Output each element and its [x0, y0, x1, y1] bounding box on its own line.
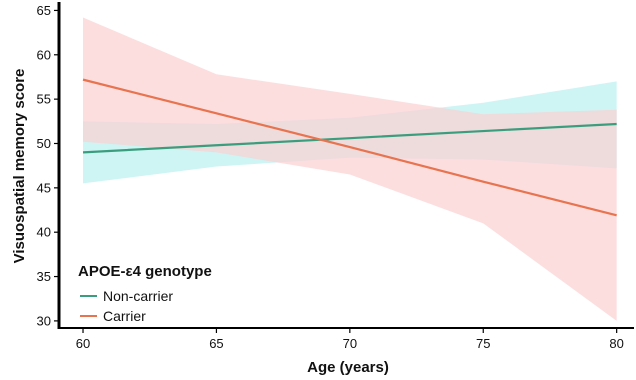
y-tick-label: 45: [37, 180, 51, 195]
y-tick-label: 35: [37, 269, 51, 284]
y-tick-label: 55: [37, 92, 51, 107]
x-axis-title: Age (years): [307, 359, 389, 376]
y-tick-label: 30: [37, 313, 51, 328]
legend-label-carrier: Carrier: [103, 308, 146, 324]
legend-label-non-carrier: Non-carrier: [103, 288, 173, 304]
y-axis-title: Visuospatial memory score: [11, 69, 28, 264]
axes: [57, 2, 634, 329]
x-axis-ticks: 60 65 70 75 80: [76, 328, 624, 351]
legend-title: APOE-ε4 genotype: [78, 263, 212, 280]
ci-band-carrier: [83, 17, 617, 321]
series-line-non-carrier: [82, 122, 617, 154]
x-tick-label: 70: [343, 336, 357, 351]
x-tick-label: 60: [76, 336, 90, 351]
y-tick-label: 40: [37, 225, 51, 240]
y-tick-label: 60: [37, 47, 51, 62]
series-lines: [82, 78, 617, 217]
y-tick-label: 65: [37, 3, 51, 18]
series-line-carrier: [82, 78, 617, 217]
y-tick-label: 50: [37, 136, 51, 151]
y-axis-ticks: 30 35 40 45 50 55 60 65: [37, 3, 59, 328]
x-tick-label: 80: [609, 336, 623, 351]
x-tick-label: 65: [209, 336, 223, 351]
legend: APOE-ε4 genotype Non-carrier Carrier: [78, 263, 212, 324]
x-tick-label: 75: [476, 336, 490, 351]
confidence-bands: [83, 17, 617, 321]
